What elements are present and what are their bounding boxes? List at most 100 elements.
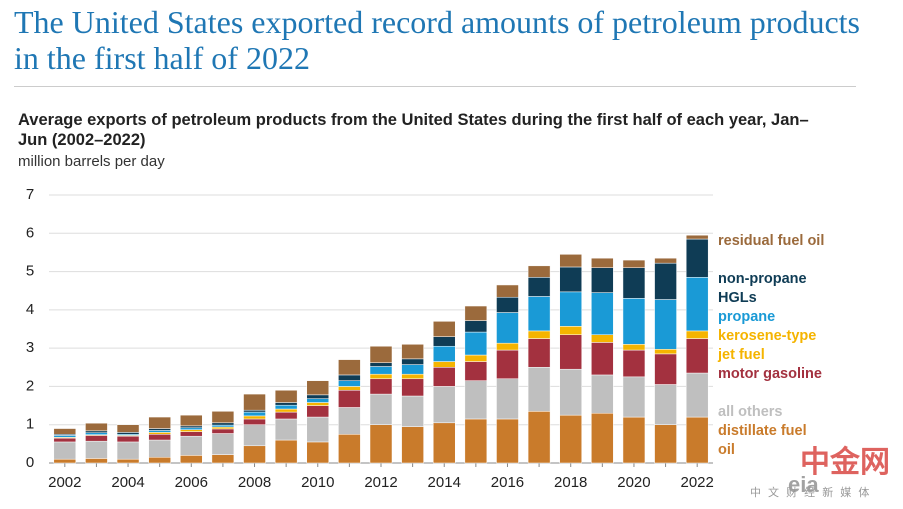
bar-segment (53, 437, 77, 443)
x-tick-label: 2004 (111, 474, 144, 491)
bar-segment (274, 411, 298, 420)
bar-segment (559, 326, 582, 335)
bar-segment (464, 361, 488, 381)
bar-segment (148, 457, 171, 464)
y-tick-label: 7 (26, 186, 34, 203)
bar-segment (432, 345, 456, 362)
bar-segment (211, 454, 235, 464)
legend-entry: distillate fuel oil (718, 423, 807, 458)
bar-segment (401, 344, 424, 360)
y-tick-label: 2 (26, 377, 34, 394)
bar-segment (53, 435, 77, 438)
bar-segment (274, 402, 298, 406)
bar-segment (496, 312, 519, 344)
x-tick-label: 2018 (554, 474, 587, 491)
bar-segment (369, 393, 393, 425)
bar-segment (654, 353, 677, 385)
bar-segment (622, 344, 646, 351)
bar-segment (622, 298, 646, 345)
logo: eia (788, 472, 819, 497)
bar-segment (685, 234, 709, 240)
y-tick-label: 3 (26, 339, 34, 356)
bar-segment (116, 424, 140, 433)
bar-segment (243, 393, 266, 411)
bar-segment (401, 395, 424, 427)
x-tick-label: 2022 (681, 474, 714, 491)
bar-segment (369, 362, 393, 367)
bar-segment (211, 428, 235, 434)
watermark: 中金网 (800, 446, 890, 479)
bar-segment (211, 426, 235, 430)
bar-segment (401, 364, 424, 375)
bar-segment (116, 435, 140, 443)
bar-segment (53, 441, 77, 460)
bar-segment (180, 425, 203, 429)
bar-segment (654, 262, 677, 300)
bar-segment (148, 416, 171, 429)
bar-segment (180, 429, 203, 432)
bar-segment (464, 331, 488, 356)
x-tick-label: 2014 (428, 474, 461, 491)
bar-segment (685, 238, 709, 278)
bar-segment (180, 435, 203, 456)
divider (14, 86, 856, 87)
bar-segment (401, 426, 424, 464)
x-tick-label: 2006 (175, 474, 208, 491)
subtitle: Average exports of petroleum products fr… (18, 111, 809, 149)
bar-segment (85, 458, 108, 464)
bar-segment (243, 445, 266, 464)
bar-segment (180, 414, 203, 427)
bar-segment (496, 378, 519, 420)
bar-segment (401, 378, 424, 397)
bar-segment (559, 254, 582, 268)
y-tick-label: 0 (26, 454, 34, 471)
bar-segment (591, 374, 614, 414)
bar-segment (432, 321, 456, 337)
bar-segment (338, 386, 361, 391)
legend-entry: all others (718, 404, 783, 420)
bar-segment (148, 434, 171, 441)
bar-segment (338, 374, 361, 381)
bar-segment (685, 330, 709, 339)
bar-segment (591, 292, 614, 335)
bar-segment (243, 409, 266, 413)
bar-segment (211, 422, 235, 426)
bar-segment (53, 428, 77, 435)
bar-segment (559, 368, 582, 416)
bar-segment (591, 342, 614, 376)
bar-segment (654, 424, 677, 464)
bar-segment (401, 358, 424, 365)
bar-segment (496, 284, 519, 298)
bar-segment (116, 441, 140, 460)
bar-segment (591, 257, 614, 268)
x-tick-label: 2010 (301, 474, 334, 491)
bar-segment (369, 378, 393, 395)
bar-segment (369, 373, 393, 380)
bar-segment (243, 418, 266, 425)
bar-segment (85, 440, 108, 459)
bar-segment (369, 345, 393, 363)
bar-segment (306, 441, 330, 464)
bar-segment (464, 305, 488, 321)
bar-segment (338, 359, 361, 376)
bar-segment (527, 367, 551, 412)
x-tick-label: 2002 (48, 474, 81, 491)
bar-segment (527, 330, 551, 339)
bar-segment (559, 266, 582, 293)
x-tick-label: 2008 (238, 474, 271, 491)
bar-segment (338, 390, 361, 408)
bar-segment (432, 361, 456, 368)
bar-segment (527, 296, 551, 332)
bar-segment (85, 435, 108, 442)
x-tick-label: 2016 (491, 474, 524, 491)
legend-entry: kerosene-type jet fuel (718, 328, 817, 363)
bar-segment (306, 405, 330, 418)
bar-segment (85, 422, 108, 432)
bar-segment (369, 366, 393, 375)
bar-segment (274, 390, 298, 403)
bar-segment (306, 380, 330, 396)
bar-segment (464, 380, 488, 420)
legend-entry: propane (718, 309, 776, 325)
bar-segment (306, 416, 330, 443)
